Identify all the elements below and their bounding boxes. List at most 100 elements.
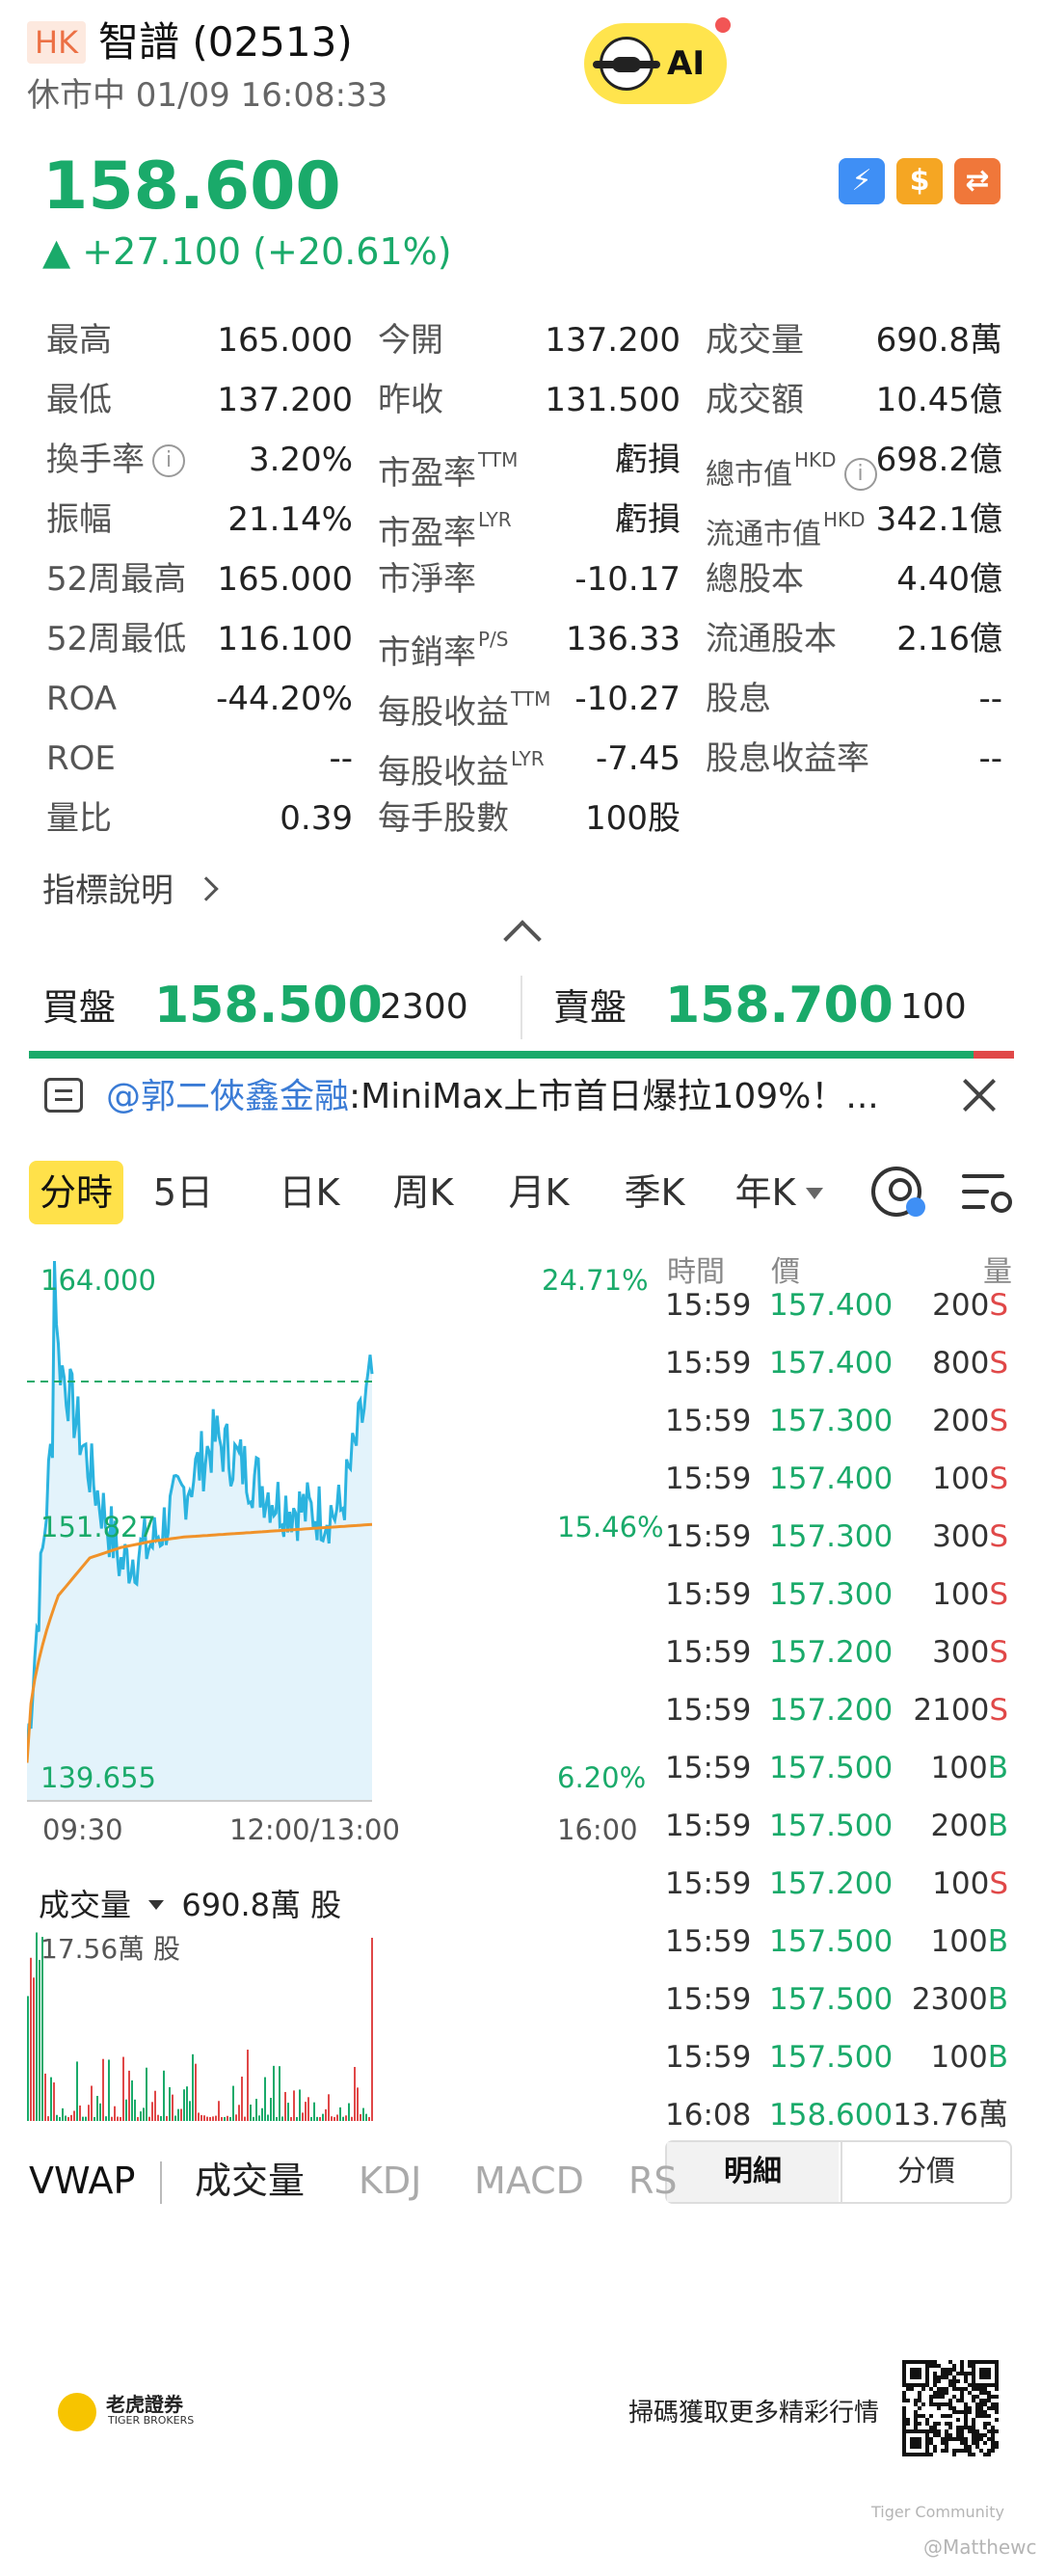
tab-period-3[interactable]: 周K xyxy=(392,1171,454,1214)
volume-bar xyxy=(200,2114,202,2121)
tiger-logo-icon xyxy=(58,2393,96,2431)
stat-label-text: 昨收 xyxy=(378,381,443,419)
stat-label-text: 每股收益 xyxy=(378,693,509,732)
volume-bar xyxy=(76,2061,78,2121)
stat-label: 市盈率 LYR xyxy=(378,490,512,563)
stat-label-text: 股息收益率 xyxy=(706,739,869,778)
caret-down-icon[interactable] xyxy=(806,1188,823,1199)
volume-bar xyxy=(232,2085,234,2121)
tab-period-1[interactable]: 5日 xyxy=(152,1171,214,1214)
tab-period-4[interactable]: 月K xyxy=(508,1171,570,1214)
stat-value: 131.500 xyxy=(545,381,681,419)
volume-bar xyxy=(241,2077,243,2121)
chevron-right-icon xyxy=(194,876,219,901)
tab-detail[interactable]: 明細 xyxy=(667,2142,839,2202)
divider xyxy=(520,976,522,1039)
price-line xyxy=(27,1260,374,1754)
volume-bar xyxy=(195,2063,197,2121)
volume-bar xyxy=(253,2116,254,2121)
indicator-explanation-link[interactable]: 指標說明 xyxy=(42,861,219,921)
volume-bar xyxy=(172,2094,174,2121)
volume-bar xyxy=(105,2116,107,2121)
ai-robot-icon xyxy=(593,37,660,91)
stat-label: 每手股數 xyxy=(378,789,509,848)
stat-value: 2.16億 xyxy=(896,620,1002,658)
stat-value: 3.20% xyxy=(248,441,353,479)
volume-bar xyxy=(206,2116,208,2121)
pct-mid-label: 15.46% xyxy=(557,1511,664,1543)
volume-bar xyxy=(334,2116,335,2121)
volume-bar xyxy=(250,2105,252,2121)
trade-time: 15:59 xyxy=(665,1635,752,1670)
stat-value: 10.45億 xyxy=(875,381,1002,419)
lightning-icon[interactable]: ⚡ xyxy=(839,158,885,204)
trade-row: 15:59 157.200 300S xyxy=(665,1633,1022,1691)
volume-bar xyxy=(351,2116,353,2121)
news-ticker[interactable]: @郭二俠鑫金融:MiniMax上市首日爆拉109%！... xyxy=(106,1070,879,1124)
stat-label: 成交量 xyxy=(706,310,804,370)
trade-price: 157.400 xyxy=(769,1288,894,1323)
volume-bar xyxy=(189,2101,191,2121)
qr-code-icon[interactable] xyxy=(902,2360,999,2456)
trade-price: 157.200 xyxy=(769,1693,894,1728)
trade-side: S xyxy=(989,1519,1008,1554)
tab-period-6[interactable]: 年K xyxy=(734,1171,796,1214)
volume-bar xyxy=(102,2058,104,2121)
swap-icon[interactable]: ⇄ xyxy=(954,158,1001,204)
volume-bar xyxy=(348,2103,350,2121)
info-icon[interactable]: i xyxy=(152,444,185,477)
stat-value: 137.200 xyxy=(217,381,353,419)
info-icon[interactable]: i xyxy=(843,458,877,491)
volume-bar xyxy=(137,2116,139,2121)
volume-bar xyxy=(85,2116,87,2121)
close-icon[interactable] xyxy=(960,1076,999,1114)
trade-side: S xyxy=(989,1635,1008,1670)
volume-bar xyxy=(183,2089,185,2121)
volume-bar xyxy=(264,2077,266,2121)
trade-price: 157.500 xyxy=(769,2040,894,2075)
dollar-icon[interactable]: $ xyxy=(896,158,943,204)
trade-time: 15:59 xyxy=(665,2040,752,2075)
stat-label-text: 總市值 xyxy=(706,458,792,492)
volume-selector[interactable]: 成交量 690.8萬 股 xyxy=(39,1884,341,1926)
stat-label-sup: TTM xyxy=(511,687,551,711)
stat-label-text: 換手率 xyxy=(46,441,145,479)
tab-period-0[interactable]: 分時 xyxy=(29,1161,123,1224)
trade-header-time: 時間 xyxy=(667,1255,725,1289)
stat-label-text: 市淨率 xyxy=(378,560,476,599)
trade-volume: 800S xyxy=(932,1346,1008,1381)
stat-label-sup: TTM xyxy=(478,448,519,471)
chevron-up-icon[interactable] xyxy=(503,920,542,958)
volume-bar xyxy=(238,2105,240,2121)
stat-label-text: 最高 xyxy=(46,321,112,360)
trade-time: 15:59 xyxy=(665,1404,752,1438)
indicator-tab-volume[interactable]: 成交量 xyxy=(195,2160,306,2202)
stat-value: 116.100 xyxy=(217,620,353,658)
volume-bar xyxy=(371,1938,373,2121)
volume-bar xyxy=(186,2086,188,2121)
indicator-tab-kdj[interactable]: KDJ xyxy=(359,2160,422,2202)
stat-label-text: 市盈率 xyxy=(378,514,476,552)
tab-period-5[interactable]: 季K xyxy=(624,1171,685,1214)
chart-settings-icon[interactable] xyxy=(962,1170,1016,1217)
user-compare-icon[interactable] xyxy=(871,1167,921,1217)
stat-label-text: 成交額 xyxy=(706,381,804,419)
news-mention[interactable]: @郭二俠鑫金融 xyxy=(106,1077,350,1116)
trade-row: 15:59 157.500 100B xyxy=(665,1922,1022,1980)
stat-value: -10.17 xyxy=(574,560,681,599)
indicator-tab-macd[interactable]: MACD xyxy=(474,2160,584,2202)
market-badge: HK xyxy=(27,21,87,64)
volume-bar xyxy=(258,2115,260,2121)
indicator-tab-rsi[interactable]: RS xyxy=(628,2160,678,2202)
price-area-fill xyxy=(27,1261,372,1801)
ai-button[interactable]: AI xyxy=(584,23,727,104)
volume-bar xyxy=(117,2116,119,2121)
volume-bar xyxy=(67,2116,69,2121)
tab-period-2[interactable]: 日K xyxy=(279,1171,340,1214)
volume-bar xyxy=(316,2116,318,2121)
tab-price-distribution[interactable]: 分價 xyxy=(841,2142,1010,2202)
volume-bar xyxy=(357,2087,359,2121)
intraday-chart[interactable] xyxy=(27,1244,644,2150)
stat-label-sup: LYR xyxy=(478,508,512,531)
indicator-tab-vwap[interactable]: VWAP xyxy=(29,2160,136,2202)
